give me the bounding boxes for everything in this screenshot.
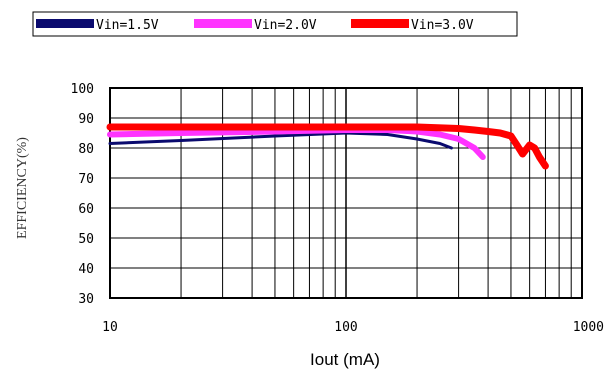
series-line	[108, 131, 453, 150]
legend-box	[32, 11, 518, 37]
y-axis-label: EFFICIENCY(%)	[15, 137, 30, 239]
y-tick-label: 30	[78, 292, 94, 307]
legend-swatch	[36, 19, 94, 28]
x-tick-label: 100	[334, 320, 357, 335]
plot-grid	[109, 87, 583, 299]
y-tick-label: 70	[78, 172, 94, 187]
y-tick-label: 40	[78, 262, 94, 277]
legend: Vin=1.5V Vin=2.0V Vin=3.0V	[32, 11, 518, 37]
series-line	[106, 123, 549, 170]
legend-label: Vin=2.0V	[254, 18, 317, 33]
x-tick-label: 10	[102, 320, 118, 335]
y-tick-label: 80	[78, 142, 94, 157]
y-tick-label: 50	[78, 232, 94, 247]
y-tick-label: 60	[78, 202, 94, 217]
y-tick-label: 100	[71, 82, 94, 97]
series-lines	[106, 123, 549, 170]
x-tick-label: 1000	[573, 320, 604, 335]
legend-label: Vin=3.0V	[411, 18, 474, 33]
tick-labels: 30 40 50 60 70 80 90 100 10 100 1000	[71, 82, 604, 335]
x-axis-label: Iout (mA)	[310, 350, 380, 369]
y-tick-label: 90	[78, 112, 94, 127]
legend-label: Vin=1.5V	[96, 18, 159, 33]
series-line	[107, 127, 486, 160]
legend-swatch	[351, 19, 409, 28]
legend-swatch	[194, 19, 252, 28]
